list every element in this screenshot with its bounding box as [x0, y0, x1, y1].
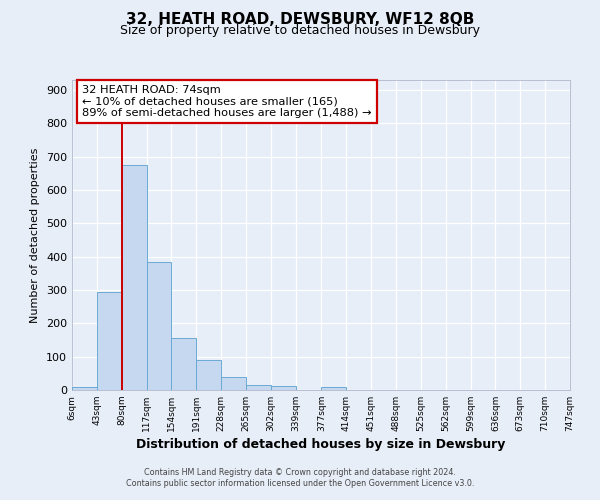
Y-axis label: Number of detached properties: Number of detached properties [31, 148, 40, 322]
Bar [246, 385, 271, 390]
Bar [271, 386, 296, 390]
Text: 32, HEATH ROAD, DEWSBURY, WF12 8QB: 32, HEATH ROAD, DEWSBURY, WF12 8QB [126, 12, 474, 28]
Text: 32 HEATH ROAD: 74sqm
← 10% of detached houses are smaller (165)
89% of semi-deta: 32 HEATH ROAD: 74sqm ← 10% of detached h… [82, 84, 371, 118]
Bar [172, 338, 196, 390]
Bar [97, 292, 122, 390]
Text: Size of property relative to detached houses in Dewsbury: Size of property relative to detached ho… [120, 24, 480, 37]
Bar [322, 386, 346, 390]
Bar [196, 360, 221, 390]
Text: Contains HM Land Registry data © Crown copyright and database right 2024.
Contai: Contains HM Land Registry data © Crown c… [126, 468, 474, 487]
Bar [221, 376, 246, 390]
Bar [72, 388, 97, 390]
X-axis label: Distribution of detached houses by size in Dewsbury: Distribution of detached houses by size … [136, 438, 506, 451]
Bar [122, 165, 146, 390]
Bar [146, 262, 172, 390]
